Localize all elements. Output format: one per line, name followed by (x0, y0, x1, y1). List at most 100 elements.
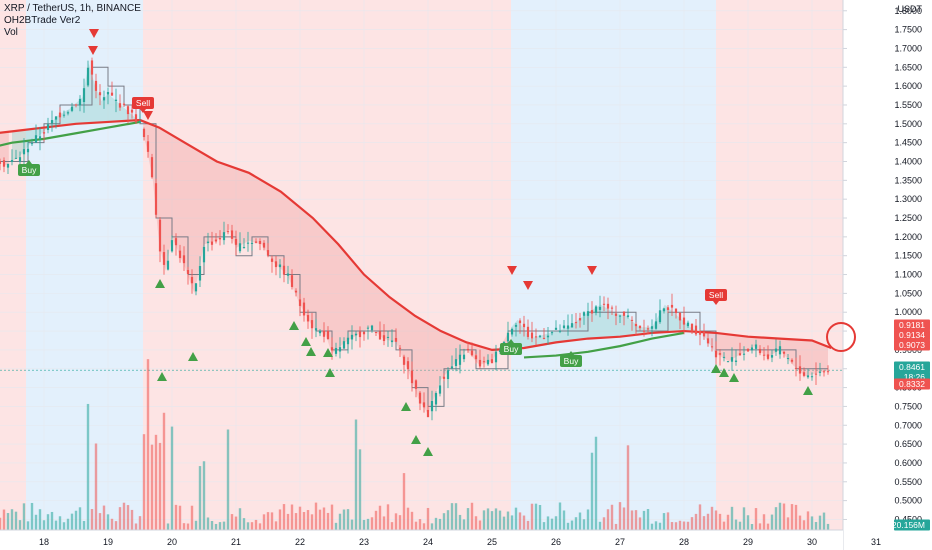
volume-bar (230, 514, 234, 530)
candle-body (134, 114, 138, 123)
volume-bar (446, 510, 450, 530)
volume-bar (154, 434, 158, 530)
time-tick-label: 23 (359, 537, 369, 547)
bull-cloud (511, 304, 700, 349)
symbol-title[interactable]: XRP / TetherUS, 1h, BINANCE (4, 3, 141, 14)
candle-body (510, 328, 514, 335)
volume-bar (282, 504, 286, 530)
volume-bar (614, 523, 618, 530)
sell-triangle (507, 266, 517, 275)
price-tick-label: 1.5500 (894, 100, 922, 110)
volume-bar (782, 503, 786, 530)
volume-bar (286, 513, 290, 530)
volume-bar (634, 510, 638, 530)
sell-triangle (523, 281, 533, 290)
candle-body (82, 88, 86, 103)
candle-body (502, 341, 506, 344)
chart-background (0, 0, 843, 530)
candle-body (518, 320, 522, 324)
volume-bar (826, 523, 830, 530)
candle-body (202, 246, 206, 263)
candle-body (598, 306, 602, 310)
volume-bar (334, 522, 338, 530)
volume-bar (294, 513, 298, 530)
candle-body (586, 311, 590, 316)
volume-bar (686, 521, 690, 530)
candle-body (442, 376, 446, 379)
volume-bar (642, 510, 646, 530)
volume-bar (122, 502, 126, 530)
candle-body (254, 241, 258, 243)
price-tick-label: 1.1000 (894, 270, 922, 280)
volume-bar (434, 517, 438, 530)
candle-body (130, 109, 134, 113)
candle-body (482, 361, 486, 363)
candle-body (86, 67, 90, 86)
price-tick-label: 0.4500 (894, 514, 922, 524)
time-tick-label: 20 (167, 537, 177, 547)
volume-bar (90, 509, 94, 530)
candle-body (362, 331, 366, 335)
volume-bar (678, 520, 682, 530)
volume-bar (630, 510, 634, 530)
volume-bar (194, 520, 198, 530)
candle-body (230, 230, 234, 239)
price-tick-label: 1.7000 (894, 43, 922, 53)
volume-bar (738, 521, 742, 530)
candle-body (422, 402, 426, 408)
candle-body (662, 308, 666, 312)
price-tick-label: 1.5000 (894, 119, 922, 129)
candle-body (686, 322, 690, 327)
candle-body (594, 306, 598, 313)
candle-body (766, 354, 770, 359)
candle-body (806, 375, 810, 378)
price-tick-label: 0.6500 (894, 439, 922, 449)
volume-bar (130, 509, 134, 530)
candle-body (390, 340, 394, 343)
volume-bar (810, 516, 814, 530)
volume-bar (550, 518, 554, 530)
volume-bar (162, 412, 166, 530)
buy-triangle (323, 348, 333, 357)
candle-body (94, 80, 98, 91)
price-axis-panel (843, 0, 932, 550)
candle-body (326, 330, 330, 340)
volume-label[interactable]: Vol (4, 27, 18, 38)
volume-bar (578, 512, 582, 530)
volume-bar (190, 505, 194, 530)
volume-bar (638, 517, 642, 530)
volume-bar (182, 523, 186, 530)
candle-body (446, 370, 450, 380)
candle-body (638, 325, 642, 329)
indicator-name[interactable]: OH2BTrade Ver2 (4, 15, 81, 26)
volume-bar (254, 519, 258, 530)
volume-bar (710, 506, 714, 530)
candle-body (78, 98, 82, 106)
candle-body (102, 97, 106, 101)
price-tag-label: 20.156M (892, 520, 925, 530)
volume-bar (554, 516, 558, 530)
volume-bar (490, 511, 494, 530)
candle-body (346, 337, 350, 345)
volume-bar (234, 516, 238, 530)
candle-body (646, 328, 650, 330)
volume-bar (246, 522, 250, 530)
volume-bar (74, 510, 78, 530)
time-axis[interactable]: 18 19 20 21 22 23 24 25 26 27 28 29 30 31 (0, 529, 881, 550)
volume-bar (370, 517, 374, 530)
buy-triangle (325, 368, 335, 377)
candle-body (670, 304, 674, 308)
price-tick-label: 1.3500 (894, 175, 922, 185)
price-tick-label: 0.6000 (894, 458, 922, 468)
candle-body (650, 326, 654, 329)
candle-body (302, 302, 306, 316)
volume-bar (514, 507, 518, 530)
candle-body (818, 371, 822, 373)
candle-body (734, 360, 738, 362)
volume-bar (18, 520, 22, 530)
buy-triangle (306, 347, 316, 356)
price-tick-label: 1.2500 (894, 213, 922, 223)
signal-box (132, 97, 154, 109)
